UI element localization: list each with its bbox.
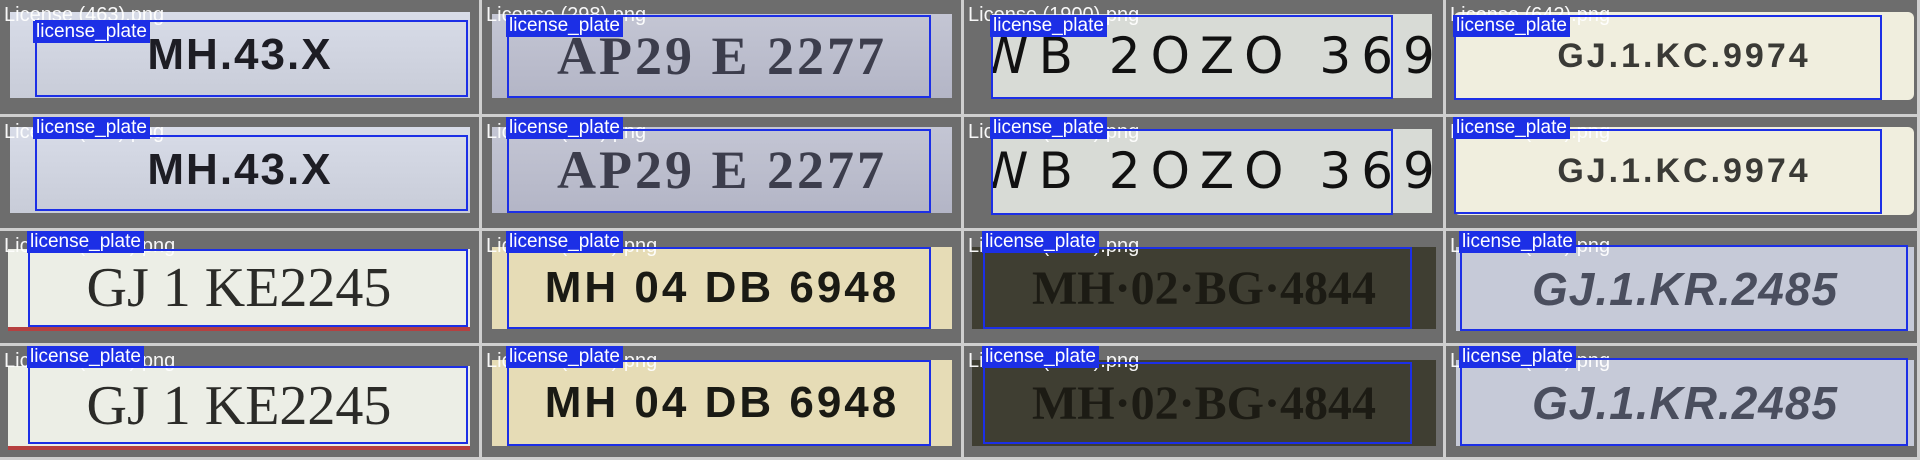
class-label: license_plate xyxy=(506,346,623,368)
image-tile[interactable]: MH.43.X License (463).png license_plate xyxy=(0,0,482,117)
plate-text: MH 04 DB 6948 xyxy=(544,263,900,312)
plate-text: GJ 1 KE2245 xyxy=(86,257,392,319)
class-label: license_plate xyxy=(990,15,1107,37)
bounding-box xyxy=(983,247,1412,329)
plate-text: GJ.1.KR.2485 xyxy=(1531,263,1839,315)
plate-text: GJ.1.KC.9974 xyxy=(1557,151,1811,190)
image-tile[interactable]: GJ 1 KE2245 License (1266).png license_p… xyxy=(0,346,482,460)
bounding-box xyxy=(28,249,468,327)
plate-text: GJ 1 KE2245 xyxy=(86,375,392,437)
plate-text: GJ.1.KR.2485 xyxy=(1531,377,1839,429)
bounding-box xyxy=(1454,129,1882,214)
bounding-box xyxy=(1460,358,1908,446)
license-plate-image: WB 2OZO 369 xyxy=(992,129,1432,213)
plate-text: AP29 E 2277 xyxy=(557,140,887,200)
bounding-box xyxy=(507,247,931,329)
class-label: license_plate xyxy=(982,231,1099,253)
image-tile[interactable]: MH.43.X License (464).png license_plate xyxy=(0,117,482,231)
class-label: license_plate xyxy=(506,15,623,37)
bounding-box xyxy=(507,129,931,213)
plate-text: MH 04 DB 6948 xyxy=(544,378,900,427)
bounding-box xyxy=(507,15,931,98)
plate-text: WB 2OZO 369 xyxy=(992,142,1432,200)
license-plate-image: MH·02·BG·4844 xyxy=(972,360,1436,446)
plate-text: GJ.1.KC.9974 xyxy=(1557,36,1811,75)
bounding-box xyxy=(983,362,1412,444)
bounding-box xyxy=(1454,15,1882,100)
license-plate-image: GJ.1.KC.9974 xyxy=(1454,127,1914,215)
license-plate-image: GJ.1.KR.2485 xyxy=(1456,360,1914,446)
class-label: license_plate xyxy=(1459,346,1576,368)
license-plate-image: AP29 E 2277 xyxy=(492,127,952,213)
bounding-box xyxy=(35,20,468,97)
image-tile[interactable]: MH·02·BG·4844 License (4019).png license… xyxy=(964,346,1446,460)
bounding-box xyxy=(507,360,931,446)
bounding-box xyxy=(1460,245,1908,331)
class-label: license_plate xyxy=(1453,117,1570,139)
image-tile[interactable]: GJ.1.KR.2485 License (900).png license_p… xyxy=(1446,346,1920,460)
class-label: license_plate xyxy=(990,117,1107,139)
license-plate-image: GJ 1 KE2245 xyxy=(8,366,470,450)
class-label: license_plate xyxy=(33,21,150,43)
class-label: license_plate xyxy=(506,117,623,139)
class-label: license_plate xyxy=(27,346,144,368)
image-tile[interactable]: MH 04 DB 6948 License (1590).png license… xyxy=(482,346,964,460)
image-tile[interactable]: GJ.1.KR.2485 License (899).png license_p… xyxy=(1446,231,1920,346)
image-tile[interactable]: MH 04 DB 6948 License (1589).png license… xyxy=(482,231,964,346)
bounding-box xyxy=(35,135,468,211)
bounding-box xyxy=(991,129,1393,215)
plate-text: MH·02·BG·4844 xyxy=(1031,261,1376,315)
class-label: license_plate xyxy=(27,231,144,253)
class-label: license_plate xyxy=(1459,231,1576,253)
image-tile[interactable]: MH·02·BG·4844 License (4020).png license… xyxy=(964,231,1446,346)
image-tile[interactable]: GJ.1.KC.9974 License (642).png license_p… xyxy=(1446,0,1920,117)
image-tile[interactable]: GJ 1 KE2245 License (1265).png license_p… xyxy=(0,231,482,346)
bounding-box xyxy=(991,15,1393,99)
plate-text: MH.43.X xyxy=(147,145,333,194)
bounding-box xyxy=(28,366,468,444)
license-plate-image: AP29 E 2277 xyxy=(492,14,952,98)
license-plate-image: MH.43.X xyxy=(10,12,470,98)
license-plate-image: MH 04 DB 6948 xyxy=(492,247,952,329)
plate-text: MH.43.X xyxy=(147,30,333,79)
class-label: license_plate xyxy=(1453,15,1570,37)
plate-text: MH·02·BG·4844 xyxy=(1031,376,1376,430)
class-label: license_plate xyxy=(506,231,623,253)
image-tile[interactable]: WB 2OZO 369 License (1899).png license_p… xyxy=(964,117,1446,231)
license-plate-image: MH·02·BG·4844 xyxy=(972,247,1436,329)
license-plate-image: MH.43.X xyxy=(10,127,470,213)
class-label: license_plate xyxy=(33,117,150,139)
license-plate-image: GJ.1.KR.2485 xyxy=(1456,247,1914,331)
license-plate-image: GJ 1 KE2245 xyxy=(8,249,470,331)
image-tile[interactable]: GJ.1.KC.9974 License (641).png license_p… xyxy=(1446,117,1920,231)
class-label: license_plate xyxy=(982,346,1099,368)
image-tile[interactable]: WB 2OZO 369 License (1900).png license_p… xyxy=(964,0,1446,117)
image-tile[interactable]: AP29 E 2277 License (298).png license_pl… xyxy=(482,0,964,117)
image-tile[interactable]: AP29 E 2277 License (307).png license_pl… xyxy=(482,117,964,231)
license-plate-image: MH 04 DB 6948 xyxy=(492,360,952,446)
